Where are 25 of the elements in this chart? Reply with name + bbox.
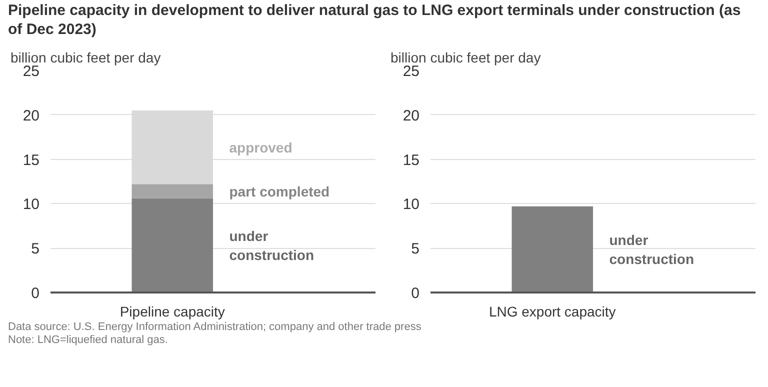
text: Note: LNG=liquefied natural gas.: [8, 334, 168, 346]
y-tick-label: 0: [31, 285, 40, 302]
y-tick-label: 0: [411, 285, 420, 302]
y-tick-label: 10: [402, 196, 420, 214]
y-axis-title: billion cubic feet per day: [10, 50, 161, 66]
y-tick-label: 15: [22, 152, 40, 169]
y-tick-label: 5: [31, 240, 40, 258]
series-label: part completed: [229, 183, 330, 200]
y-tick-label: 20: [402, 107, 420, 124]
y-tick-label: 15: [402, 152, 420, 169]
bar: [132, 184, 213, 198]
bar: [132, 198, 213, 292]
y-tick-label: 10: [22, 196, 40, 214]
source-note: Data source: U.S. Energy Information Administration; company and other trade press: [8, 321, 422, 333]
series-label: under construction: [229, 228, 314, 264]
y-tick-label: 25: [22, 63, 40, 80]
y-tick-label: 25: [402, 63, 420, 80]
y-axis-title: billion cubic feet per day: [390, 50, 541, 66]
series-label: approved: [229, 139, 292, 156]
y-tick-label: 20: [22, 107, 40, 124]
series-label: under construction: [609, 232, 694, 268]
x-tick-label: Pipeline capacity: [120, 304, 225, 320]
x-tick-label: LNG export capacity: [488, 304, 616, 320]
text: Pipeline capacity in development to deliver natural gas to LNG export terminals under construction (as of Dec 2023): [8, 2, 742, 40]
y-tick-label: 5: [411, 240, 420, 258]
